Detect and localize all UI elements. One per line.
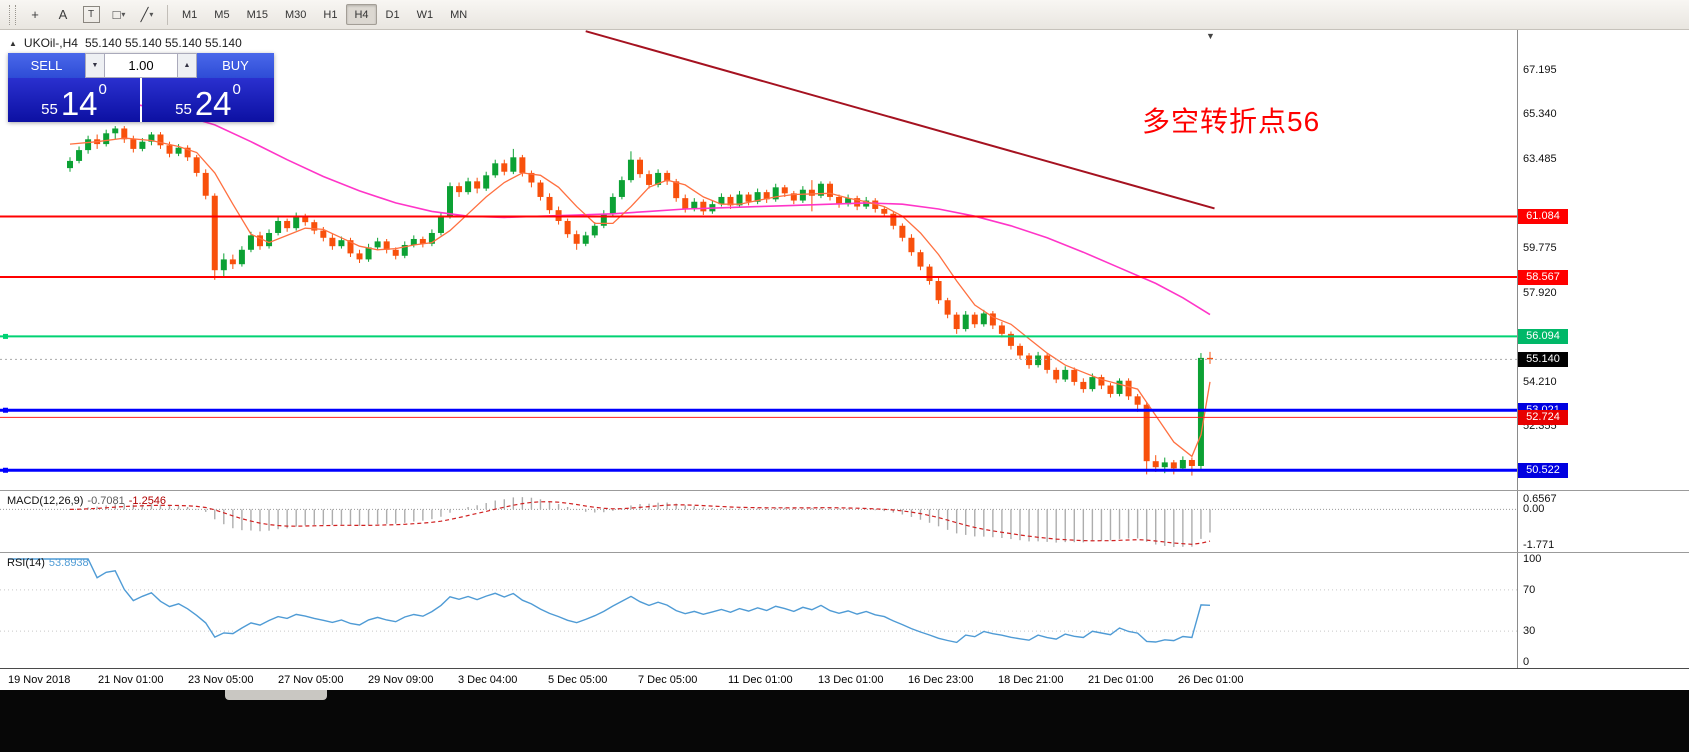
time-label: 19 Nov 2018 [8, 674, 71, 686]
time-label: 27 Nov 05:00 [278, 674, 344, 686]
cursor-icon[interactable]: + [31, 7, 39, 22]
time-label: 16 Dec 23:00 [908, 674, 974, 686]
chart-shift-marker-icon[interactable]: ▼ [1206, 31, 1215, 41]
macd-axis-zero: 0.00 [1523, 503, 1545, 516]
shapes-icon[interactable]: □ ▾ [112, 7, 126, 22]
tf-m1[interactable]: M1 [174, 4, 205, 25]
time-axis[interactable]: 19 Nov 2018 21 Nov 01:00 23 Nov 05:00 27 No… [0, 669, 1689, 690]
ask-sup: 0 [232, 81, 241, 98]
price-badge: 55.140 [1518, 351, 1568, 367]
chart-symbol: UKOil-,H4 [23, 36, 78, 50]
price-badge: 61.084 [1518, 209, 1568, 225]
tf-h1[interactable]: H1 [315, 4, 345, 25]
tf-m15[interactable]: M15 [239, 4, 276, 25]
panel-separator[interactable] [0, 552, 1689, 553]
time-label: 3 Dec 04:00 [458, 674, 518, 686]
chevron-down-icon: ▾ [149, 10, 154, 19]
time-label: 7 Dec 05:00 [638, 674, 698, 686]
collapse-triangle-icon[interactable]: ▲ [9, 38, 17, 48]
time-label: 21 Nov 01:00 [98, 674, 164, 686]
chart-text-annotation[interactable]: 多空转折点56 [1142, 106, 1321, 137]
rsi-axis-tick: 0 [1523, 656, 1530, 668]
rsi-axis-tick: 100 [1523, 553, 1542, 565]
time-label: 5 Dec 05:00 [548, 674, 608, 686]
macd-chart-svg[interactable] [0, 491, 1517, 552]
chart-tab[interactable] [225, 690, 327, 700]
chart-ohlc: 55.140 55.140 55.140 55.140 [84, 36, 242, 50]
time-label: 29 Nov 09:00 [368, 674, 434, 686]
panel-separator[interactable] [0, 490, 1689, 491]
time-label: 21 Dec 01:00 [1088, 674, 1154, 686]
time-label: 13 Dec 01:00 [818, 674, 884, 686]
toolbar: + A T □ ▾ ╱ ▾ M1 M5 M15 M30 H1 H4 D1 W1 MN [0, 0, 1689, 30]
ask-price[interactable]: 55 24 0 [142, 78, 274, 122]
volume-input[interactable] [105, 53, 177, 78]
price-badge: 56.094 [1518, 328, 1568, 344]
tf-w1[interactable]: W1 [409, 4, 442, 25]
chart-title: ▲ UKOil-,H4 55.140 55.140 55.140 55.140 [9, 36, 242, 50]
time-label: 23 Nov 05:00 [188, 674, 254, 686]
tf-h4[interactable]: H4 [346, 4, 377, 25]
macd-axis-max: 0.6567 [1523, 493, 1557, 505]
rsi-line [8, 558, 1211, 644]
bid-price[interactable]: 55 14 0 [8, 78, 140, 122]
rsi-axis-tick: 70 [1523, 583, 1536, 596]
tf-m30[interactable]: M30 [277, 4, 314, 25]
sell-button[interactable]: SELL [8, 53, 85, 78]
tf-m5[interactable]: M5 [206, 4, 237, 25]
macd-signal-line [69, 501, 1211, 545]
ask-big: 24 [194, 84, 232, 122]
time-label: 26 Dec 01:00 [1178, 674, 1244, 686]
bid-big: 14 [60, 84, 98, 122]
text-box-icon[interactable]: T [77, 3, 105, 27]
time-label: 18 Dec 21:00 [998, 674, 1064, 686]
one-click-trade-panel: SELL ▼ ▲ BUY 55 14 0 55 24 0 [8, 53, 274, 122]
volume-down-button[interactable]: ▼ [85, 53, 105, 78]
price-badge: 52.724 [1518, 409, 1568, 425]
ask-main: 55 [175, 100, 192, 118]
price-tick: 54.210 [1523, 375, 1557, 388]
price-badge: 58.567 [1518, 269, 1568, 285]
rsi-chart-svg[interactable] [0, 553, 1517, 668]
macd-histogram [78, 497, 1211, 547]
price-badge: 50.522 [1518, 462, 1568, 478]
bid-sup: 0 [98, 81, 107, 98]
candles-group [67, 126, 1213, 476]
price-tick: 63.485 [1523, 152, 1557, 165]
buy-button[interactable]: BUY [197, 53, 274, 78]
macd-label: MACD(12,26,9) -0.7081 -1.2546 [7, 495, 167, 507]
chevron-down-icon: ▾ [121, 10, 126, 19]
price-tick: 59.775 [1523, 241, 1557, 254]
panel-separator [0, 668, 1689, 669]
time-label: 11 Dec 01:00 [728, 674, 793, 686]
rsi-axis-tick: 30 [1523, 625, 1536, 638]
price-tick: 65.340 [1523, 108, 1557, 121]
tf-mn[interactable]: MN [442, 4, 475, 25]
bid-main: 55 [41, 100, 58, 118]
price-tick: 67.195 [1523, 63, 1557, 76]
toolbar-separator [167, 4, 168, 25]
price-chart-svg[interactable] [0, 30, 1517, 490]
bottom-bar [0, 690, 1689, 752]
tf-d1[interactable]: D1 [378, 4, 408, 25]
timeframe-buttons: M1 M5 M15 M30 H1 H4 D1 W1 MN [174, 4, 475, 25]
drawing-tools: + A T □ ▾ ╱ ▾ [21, 3, 161, 27]
price-tick: 57.920 [1523, 286, 1557, 299]
volume-up-button[interactable]: ▲ [177, 53, 197, 78]
toolbar-grip[interactable] [9, 4, 16, 25]
price-axis[interactable] [1517, 30, 1689, 668]
text-label-icon[interactable]: A [58, 7, 68, 22]
line-tools-icon[interactable]: ╱ ▾ [140, 6, 154, 22]
rsi-label: RSI(14) 53.8938 [7, 557, 89, 569]
macd-axis-min: -1.771 [1523, 539, 1555, 551]
